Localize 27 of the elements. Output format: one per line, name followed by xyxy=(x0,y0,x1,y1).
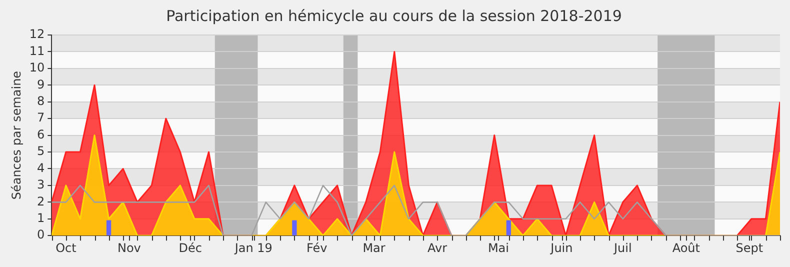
x-tick-label: Nov xyxy=(117,240,141,255)
x-tick-label: Déc xyxy=(178,240,202,255)
y-tick-label: 7 xyxy=(37,110,45,125)
x-tick-label: Oct xyxy=(56,240,77,255)
y-tick-label: 11 xyxy=(29,44,45,58)
x-tick-label: Fév xyxy=(306,240,328,255)
x-tick-label: Août xyxy=(672,240,700,255)
y-tick-label: 1 xyxy=(37,211,45,226)
x-tick-label: Avr xyxy=(427,240,448,255)
y-tick-label: 12 xyxy=(29,27,45,42)
x-tick-label: Sept xyxy=(736,240,764,255)
x-tick-label: Mar xyxy=(362,240,386,255)
y-tick-label: 10 xyxy=(29,60,45,75)
y-tick-label: 2 xyxy=(37,194,45,208)
y-tick-label: 8 xyxy=(37,94,45,108)
y-tick-label: 6 xyxy=(37,127,45,142)
x-tick-label: Juin xyxy=(550,240,573,255)
y-tick-label: 3 xyxy=(37,178,45,192)
y-tick-label: 5 xyxy=(37,144,45,158)
chart-title: Participation en hémicycle au cours de la session 2018-2019 xyxy=(166,6,622,25)
y-tick-label: 9 xyxy=(37,77,45,92)
y-axis-title: Séances par semaine xyxy=(9,70,24,200)
y-tick-label: 0 xyxy=(37,228,45,242)
y-tick-label: 4 xyxy=(37,160,45,175)
x-tick-label: Jan 19 xyxy=(234,240,272,255)
x-tick-label: Juil xyxy=(613,240,632,255)
x-tick-label: Mai xyxy=(488,240,509,255)
